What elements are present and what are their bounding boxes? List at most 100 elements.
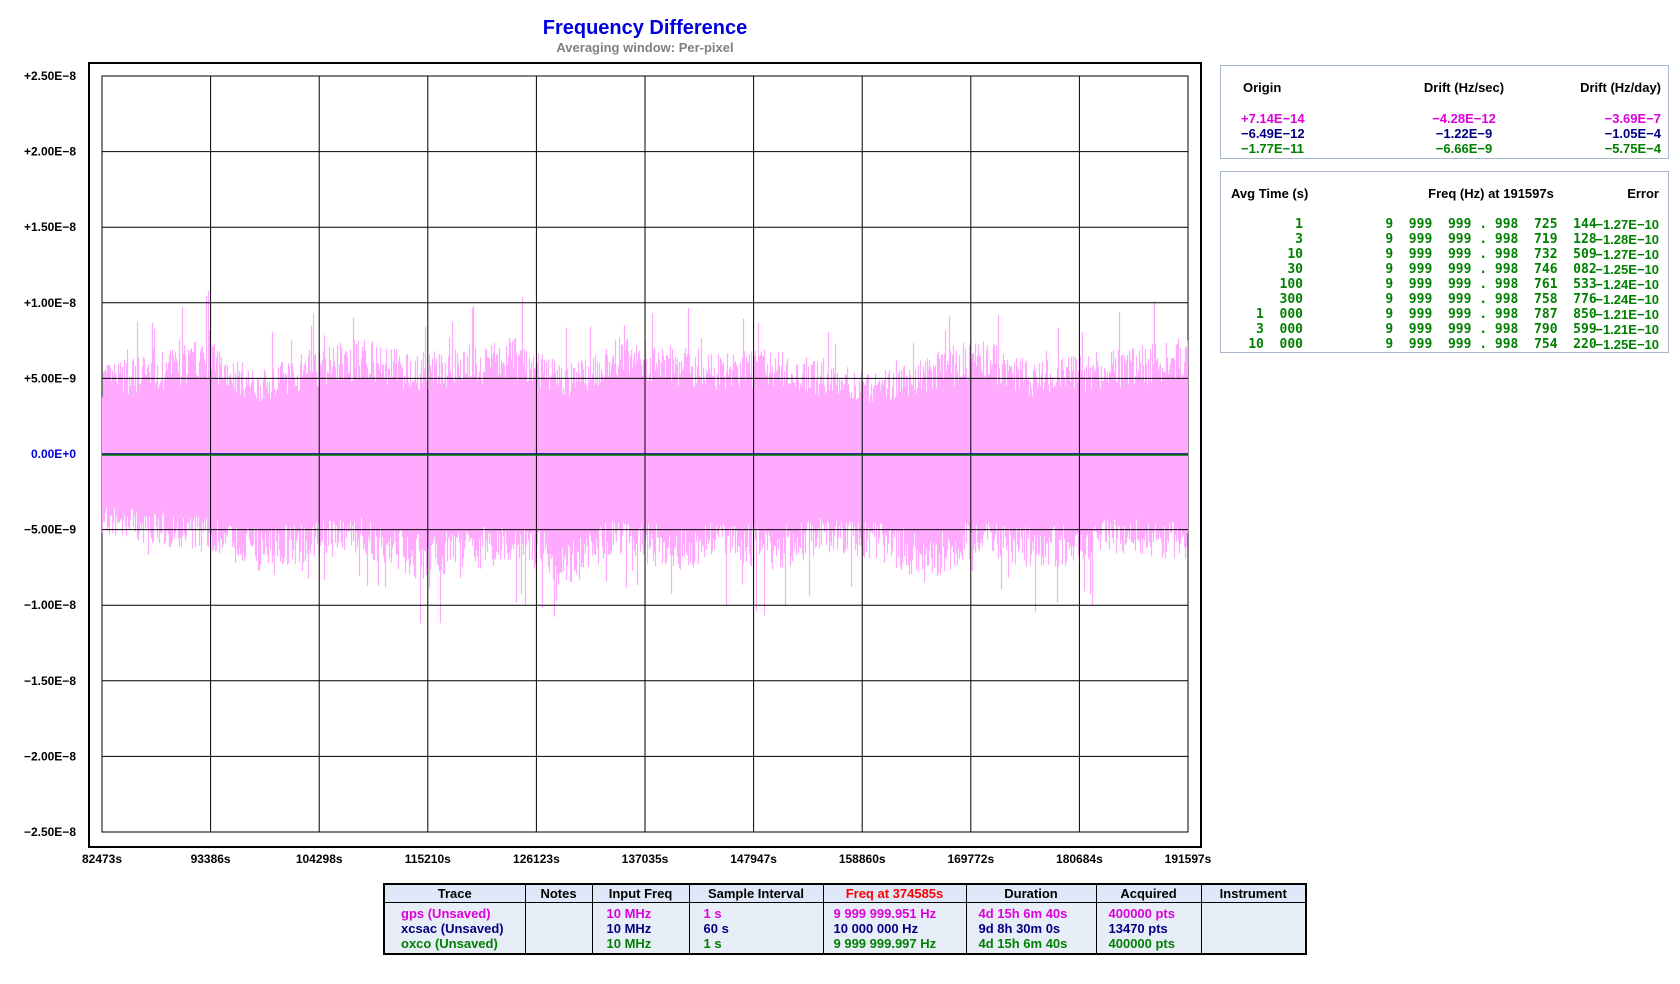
x-tick-label: 180684s [1056,852,1103,866]
drift-sec-value: −4.28E−12 [1432,111,1496,126]
drift-sec-value: −6.66E−9 [1435,141,1493,156]
error-header: Error [1627,186,1659,201]
x-tick-label: 115210s [405,852,451,866]
duration-value: 4d 15h 6m 40s [978,936,1068,951]
x-tick-label: 137035s [622,852,669,866]
freq-value: 9 999 999.997 Hz [833,936,937,951]
y-tick-label: +2.50E−8 [24,69,76,83]
notes-cell[interactable] [525,902,593,953]
drift-sec-header: Drift (Hz/sec) [1423,80,1505,95]
trace-name[interactable]: xcsac (Unsaved) [401,921,504,936]
avg-freq-value: 9 999 999 . 998 725 144 [1385,217,1597,232]
acquired-value: 13470 pts [1108,921,1168,936]
x-tick-label: 82473s [82,852,122,866]
avg-error-value: −1.24E−10 [1595,292,1659,307]
avg-freq-value: 9 999 999 . 998 732 509 [1385,247,1597,262]
avg-freq-value: 9 999 999 . 998 790 599 [1385,322,1597,337]
frequency-difference-chart[interactable]: +2.50E−8 +2.00E−8 +1.50E−8 +1.00E−8 +5.00E−9… [0,0,1240,870]
interval-value: 1 s [703,936,722,951]
input-freq-value: 10 MHz [606,936,652,951]
input-freq-value: 10 MHz [606,921,652,936]
trace-cell[interactable]: gps (Unsaved) xcsac (Unsaved) oxco (Unsa… [385,902,526,953]
averaging-panel: Avg Time (s) Freq (Hz) at 191597s Error … [1220,171,1669,353]
avg-error-value: −1.25E−10 [1595,337,1659,352]
avg-error-value: −1.27E−10 [1595,247,1659,262]
y-tick-label: +5.00E−9 [24,371,76,385]
instrument-cell[interactable] [1201,902,1305,953]
sample-interval-col-header[interactable]: Sample Interval [689,885,824,903]
y-tick-label: +1.00E−8 [24,296,76,310]
avg-time-value: 10 000 [1248,337,1303,352]
y-tick-label: +2.00E−8 [24,145,76,159]
drift-panel: Origin Drift (Hz/sec) Drift (Hz/day) +7.… [1220,65,1669,159]
x-tick-label: 104298s [296,852,343,866]
duration-value: 9d 8h 30m 0s [978,921,1061,936]
x-tick-label: 191597s [1165,852,1212,866]
acquired-value: 400000 pts [1108,936,1176,951]
freq-value: 9 999 999.951 Hz [833,906,937,921]
notes-col-header[interactable]: Notes [525,885,593,903]
freq-header: Freq (Hz) at 191597s [1428,186,1554,201]
drift-origin-value: −1.77E−11 [1241,141,1304,156]
drift-day-value: −3.69E−7 [1604,111,1661,126]
trace-name[interactable]: oxco (Unsaved) [401,936,498,951]
y-tick-label: −5.00E−9 [24,523,76,537]
freq-cell: 9 999 999.951 Hz 10 000 000 Hz 9 999 999… [823,902,967,953]
duration-value: 4d 15h 6m 40s [978,906,1068,921]
interval-value: 60 s [703,921,729,936]
trace-col-header[interactable]: Trace [385,885,526,903]
acquired-col-header[interactable]: Acquired [1096,885,1202,903]
avg-error-value: −1.21E−10 [1595,322,1659,337]
avg-freq-value: 9 999 999 . 998 754 220 [1385,337,1597,352]
avg-time-value: 300 [1279,292,1303,307]
y-axis: +2.50E−8 +2.00E−8 +1.50E−8 +1.00E−8 +5.00E−9… [24,69,76,839]
x-tick-label: 169772s [947,852,994,866]
flat-traces [102,453,1188,456]
chart-title: Frequency Difference [542,17,748,39]
drift-day-value: −5.75E−4 [1604,141,1661,156]
drift-day-header: Drift (Hz/day) [1580,80,1661,95]
input-freq-col-header[interactable]: Input Freq [592,885,690,903]
avg-freq-value: 9 999 999 . 998 746 082 [1385,262,1597,277]
avg-time-value: 30 [1287,262,1303,277]
duration-cell: 4d 15h 6m 40s 9d 8h 30m 0s 4d 15h 6m 40s [966,902,1097,953]
avg-freq-value: 9 999 999 . 998 719 128 [1385,232,1597,247]
instrument-col-header[interactable]: Instrument [1201,885,1305,903]
avg-freq-value: 9 999 999 . 998 787 850 [1385,307,1597,322]
input-freq-value: 10 MHz [606,906,652,921]
input-freq-cell: 10 MHz 10 MHz 10 MHz [592,902,690,953]
y-tick-label: −2.00E−8 [24,749,76,763]
freq-at-col-header[interactable]: Freq at 374585s [823,885,967,903]
trace-legend: Trace Notes Input Freq Sample Interval F… [383,883,1307,955]
x-tick-label: 93386s [191,852,231,866]
y-tick-label: −1.50E−8 [24,674,76,688]
acquired-cell: 400000 pts 13470 pts 400000 pts [1096,902,1202,953]
interval-cell: 1 s 60 s 1 s [689,902,824,953]
avg-error-value: −1.27E−10 [1595,217,1659,232]
drift-sec-value: −1.22E−9 [1435,126,1493,141]
acquired-value: 400000 pts [1108,906,1176,921]
avg-error-value: −1.28E−10 [1595,232,1659,247]
x-axis: 82473s 93386s 104298s 115210s 126123s 137035s… [82,852,1212,866]
avg-time-header: Avg Time (s) [1231,186,1309,201]
avg-time-value: 100 [1279,277,1303,292]
x-tick-label: 147947s [730,852,777,866]
y-tick-label: −1.00E−8 [24,598,76,612]
avg-error-value: −1.25E−10 [1595,262,1659,277]
drift-day-value: −1.05E−4 [1604,126,1661,141]
avg-error-value: −1.21E−10 [1595,307,1659,322]
avg-freq-value: 9 999 999 . 998 758 776 [1385,292,1597,307]
drift-origin-value: −6.49E−12 [1241,126,1305,141]
trace-name[interactable]: gps (Unsaved) [401,906,491,921]
duration-col-header[interactable]: Duration [966,885,1097,903]
chart-subtitle: Averaging window: Per-pixel [556,40,734,55]
y-tick-label: 0.00E+0 [31,447,76,461]
y-tick-label: −2.50E−8 [24,825,76,839]
avg-time-value: 3 000 [1256,322,1303,337]
avg-time-value: 1 000 [1256,307,1303,322]
x-tick-label: 126123s [513,852,560,866]
x-tick-label: 158860s [839,852,886,866]
origin-header: Origin [1243,80,1282,95]
avg-time-value: 10 [1287,247,1303,262]
avg-time-value: 1 [1295,217,1303,232]
